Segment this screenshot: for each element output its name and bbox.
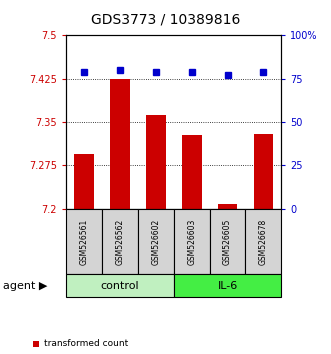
Text: GSM526678: GSM526678 <box>259 218 268 265</box>
Bar <box>254 134 273 209</box>
Text: GSM526602: GSM526602 <box>151 218 160 265</box>
Bar <box>74 154 94 209</box>
Bar <box>182 135 202 209</box>
Bar <box>110 79 130 209</box>
Text: GSM526561: GSM526561 <box>80 218 89 265</box>
Text: GDS3773 / 10389816: GDS3773 / 10389816 <box>91 12 240 27</box>
Text: control: control <box>101 281 139 291</box>
Text: GSM526562: GSM526562 <box>116 218 124 265</box>
Text: GSM526605: GSM526605 <box>223 218 232 265</box>
Bar <box>218 204 237 209</box>
Text: transformed count: transformed count <box>44 339 128 348</box>
Text: GSM526603: GSM526603 <box>187 218 196 265</box>
Text: IL-6: IL-6 <box>217 281 238 291</box>
Bar <box>146 115 166 209</box>
Text: agent ▶: agent ▶ <box>3 281 48 291</box>
